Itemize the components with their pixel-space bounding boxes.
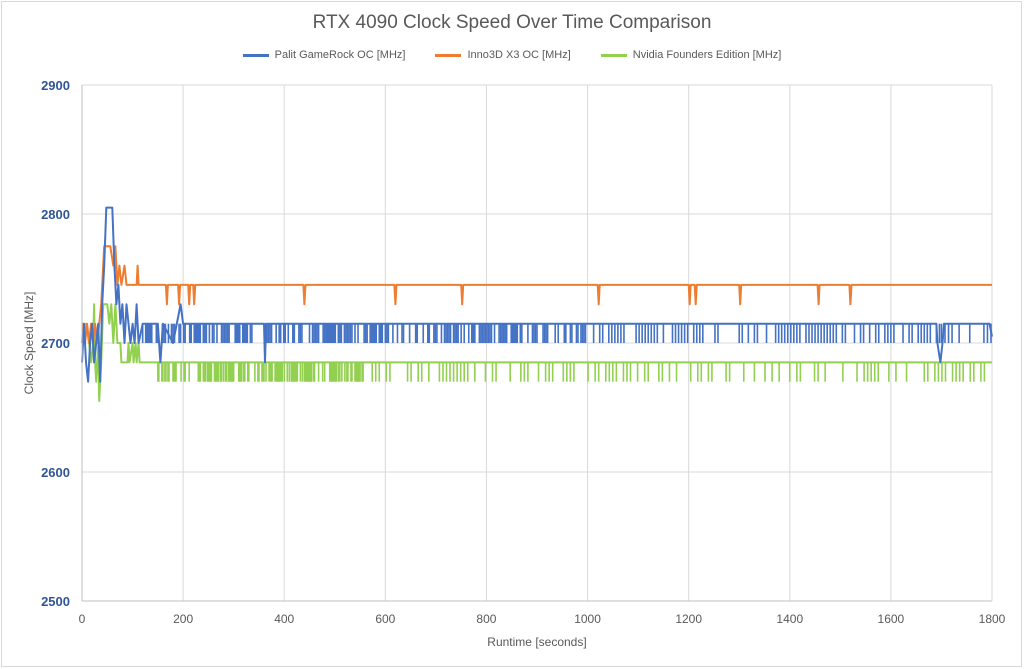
chart-title: RTX 4090 Clock Speed Over Time Compariso… bbox=[312, 12, 712, 33]
y-tick-label: 2500 bbox=[41, 594, 70, 609]
x-tick-label: 0 bbox=[79, 612, 86, 626]
y-tick-label: 2900 bbox=[41, 78, 70, 93]
x-tick-label: 600 bbox=[375, 612, 395, 626]
legend-item-nvidia: Nvidia Founders Edition [MHz] bbox=[600, 49, 782, 61]
x-tick-label: 1200 bbox=[675, 612, 702, 626]
series-layer bbox=[81, 206, 993, 402]
axes: 2500 2600 2700 2800 2900 0 200 400 600 800 1000 120… bbox=[41, 78, 1006, 626]
x-axis-label: Runtime [seconds] bbox=[487, 635, 586, 649]
series-line-palit bbox=[81, 206, 993, 383]
legend-item-inno3d: Inno3D X3 OC [MHz] bbox=[435, 49, 571, 61]
x-tick-label: 1000 bbox=[574, 612, 601, 626]
x-tick-label: 200 bbox=[173, 612, 193, 626]
y-tick-label: 2700 bbox=[41, 336, 70, 351]
legend-swatch-inno3d bbox=[435, 53, 462, 57]
x-tick-label: 1600 bbox=[878, 612, 905, 626]
y-tick-label: 2600 bbox=[41, 465, 70, 480]
y-tick-label: 2800 bbox=[41, 207, 70, 222]
x-tick-label: 1400 bbox=[776, 612, 803, 626]
y-axis-label: Clock Speed [MHz] bbox=[22, 292, 36, 395]
legend-swatch-palit bbox=[242, 53, 269, 57]
legend-swatch-nvidia bbox=[600, 53, 627, 57]
legend-label-inno3d: Inno3D X3 OC [MHz] bbox=[467, 49, 571, 61]
x-tick-label: 400 bbox=[274, 612, 294, 626]
legend-item-palit: Palit GameRock OC [MHz] bbox=[242, 49, 406, 61]
legend-label-nvidia: Nvidia Founders Edition [MHz] bbox=[632, 49, 782, 61]
legend: Palit GameRock OC [MHz] Inno3D X3 OC [MH… bbox=[0, 49, 1024, 61]
x-tick-label: 800 bbox=[476, 612, 496, 626]
series-line-nvidia bbox=[81, 303, 992, 402]
legend-label-palit: Palit GameRock OC [MHz] bbox=[274, 49, 406, 61]
x-tick-label: 1800 bbox=[979, 612, 1006, 626]
